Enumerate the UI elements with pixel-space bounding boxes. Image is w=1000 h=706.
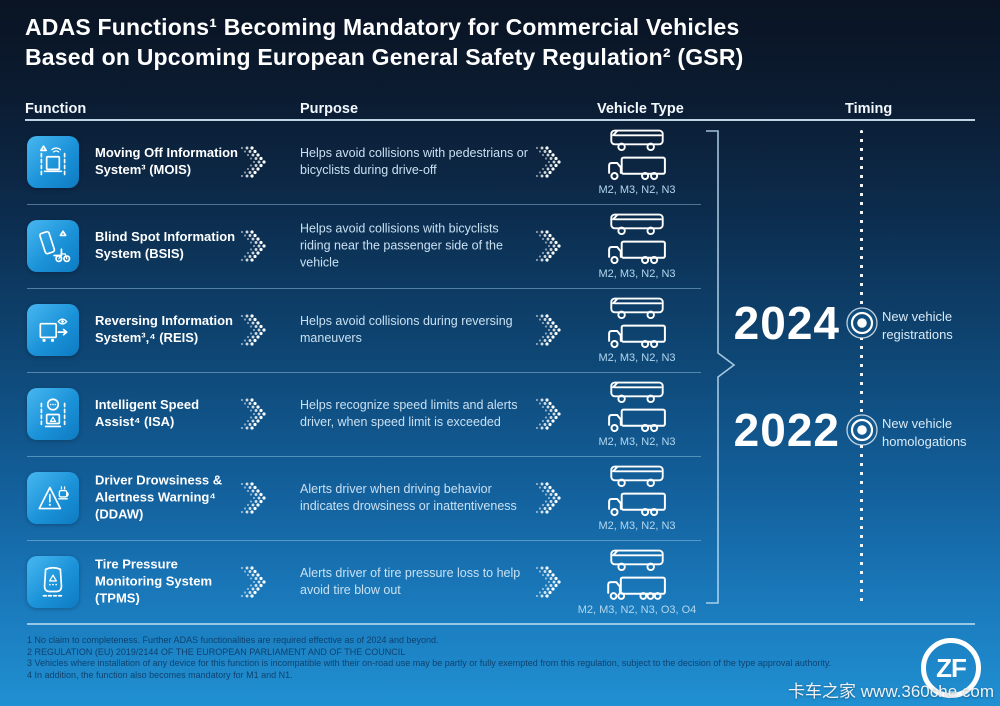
purpose-text: Alerts driver of tire pressure loss to h… — [300, 566, 521, 597]
footnote-1: 1 No claim to completeness. Further ADAS… — [27, 635, 439, 645]
timeline-year-2024: 2024 — [733, 297, 840, 349]
title-line-2: Based on Upcoming European General Safet… — [25, 44, 744, 70]
timeline-marker-icon — [845, 413, 879, 447]
dotted-arrow-icon — [240, 566, 266, 598]
function-name: Reversing Information System³,⁴ (REIS) — [95, 313, 233, 345]
vehicle-classes: M2, M3, N2, N3 — [598, 184, 676, 196]
vehicle-type-cell: M2, M3, N2, N3 — [562, 204, 712, 288]
reis-icon — [27, 304, 79, 356]
zf-logo: ZF — [921, 638, 981, 698]
dotted-arrow-icon — [240, 398, 266, 430]
column-header-timing: Timing — [845, 101, 893, 117]
column-header-vehicle-type: Vehicle Type — [597, 101, 684, 117]
table-row-isa: Intelligent Speed Assist⁴ (ISA) Helps re… — [0, 372, 760, 456]
vehicle-classes: M2, M3, N2, N3 — [598, 352, 676, 364]
footnotes: 1 No claim to completeness. Further ADAS… — [27, 635, 831, 681]
purpose-text: Helps avoid collisions with bicyclists r… — [300, 221, 503, 270]
function-name: Blind Spot Information System (BSIS) — [95, 229, 236, 261]
box-truck-icon — [608, 408, 666, 433]
timeline-label-2022: New vehicle homologations — [882, 416, 967, 449]
dotted-arrow-icon — [535, 146, 561, 178]
title-line-1: ADAS Functions¹ Becoming Mandatory for C… — [25, 14, 740, 40]
bus-icon — [610, 381, 664, 404]
dotted-arrow-icon — [240, 230, 266, 262]
row-divider — [27, 288, 701, 289]
table-row-ddaw: Driver Drowsiness & Alertness Warning⁴ (… — [0, 456, 760, 540]
purpose-text: Alerts driver when driving behavior indi… — [300, 482, 517, 513]
footnote-4: 4 In addition, the function also becomes… — [27, 669, 293, 680]
vehicle-classes: M2, M3, N2, N3 — [598, 436, 676, 448]
column-header-purpose: Purpose — [300, 101, 359, 117]
semi-trailer-truck-icon — [607, 576, 666, 600]
timeline-label-2024: New vehicle registrations — [882, 309, 953, 342]
footnote-3: 3 Vehicles where installation of any dev… — [27, 658, 832, 668]
row-divider — [27, 456, 701, 457]
bus-icon — [610, 549, 664, 572]
tpms-icon — [27, 556, 79, 608]
footnote-divider — [27, 623, 975, 625]
dotted-arrow-icon — [535, 566, 561, 598]
column-header-function: Function — [25, 101, 87, 117]
vehicle-classes: M2, M3, N2, N3, O3, O4 — [577, 604, 697, 616]
function-name: Moving Off Information System³ (MOIS) — [95, 145, 238, 177]
timeline-dotted-line — [860, 130, 863, 606]
dotted-arrow-icon — [535, 314, 561, 346]
bus-icon — [610, 129, 664, 152]
box-truck-icon — [608, 240, 666, 265]
bsis-icon — [27, 220, 79, 272]
function-name: Intelligent Speed Assist⁴ (ISA) — [95, 397, 200, 429]
box-truck-icon — [608, 492, 666, 517]
box-truck-icon — [608, 156, 666, 181]
dotted-arrow-icon — [535, 482, 561, 514]
vehicle-type-cell: M2, M3, N2, N3 — [562, 372, 712, 456]
mois-icon — [27, 136, 79, 188]
vehicle-type-cell: M2, M3, N2, N3 — [562, 120, 712, 204]
vehicle-type-cell: M2, M3, N2, N3 — [562, 288, 712, 372]
dotted-arrow-icon — [240, 482, 266, 514]
vehicle-classes: M2, M3, N2, N3 — [598, 520, 676, 532]
bus-icon — [610, 297, 664, 320]
vehicle-type-cell: M2, M3, N2, N3, O3, O4 — [562, 540, 712, 624]
ddaw-icon — [27, 472, 79, 524]
row-divider — [27, 204, 701, 205]
purpose-text: Helps recognize speed limits and alerts … — [300, 398, 518, 429]
watermark: 卡车之家 www.360che.com — [788, 682, 994, 701]
function-name: Tire Pressure Monitoring System (TPMS) — [95, 556, 213, 606]
zf-logo-text: ZF — [936, 652, 967, 683]
timeline-marker-icon — [845, 306, 879, 340]
purpose-text: Helps avoid collisions during reversing … — [300, 314, 513, 345]
bus-icon — [610, 465, 664, 488]
isa-icon — [27, 388, 79, 440]
footnote-2: 2 REGULATION (EU) 2019/2144 OF THE EUROP… — [27, 646, 406, 657]
bus-icon — [610, 213, 664, 236]
timeline-year-2022: 2022 — [733, 404, 840, 456]
table-row-reis: Reversing Information System³,⁴ (REIS) H… — [0, 288, 760, 372]
header-underline — [25, 119, 975, 121]
vehicle-classes: M2, M3, N2, N3 — [598, 268, 676, 280]
vehicle-type-cell: M2, M3, N2, N3 — [562, 456, 712, 540]
table-row-bsis: Blind Spot Information System (BSIS) Hel… — [0, 204, 760, 288]
dotted-arrow-icon — [535, 230, 561, 262]
dotted-arrow-icon — [240, 314, 266, 346]
page-title: ADAS Functions¹ Becoming Mandatory for C… — [25, 12, 744, 72]
table-row-tpms: Tire Pressure Monitoring System (TPMS) A… — [0, 540, 760, 624]
row-divider — [27, 540, 701, 541]
timing-bracket — [706, 130, 736, 604]
row-divider — [27, 372, 701, 373]
dotted-arrow-icon — [535, 398, 561, 430]
dotted-arrow-icon — [240, 146, 266, 178]
function-name: Driver Drowsiness & Alertness Warning⁴ (… — [95, 472, 223, 522]
box-truck-icon — [608, 324, 666, 349]
purpose-text: Helps avoid collisions with pedestrians … — [300, 146, 528, 177]
table-row-mois: Moving Off Information System³ (MOIS) He… — [0, 120, 760, 204]
